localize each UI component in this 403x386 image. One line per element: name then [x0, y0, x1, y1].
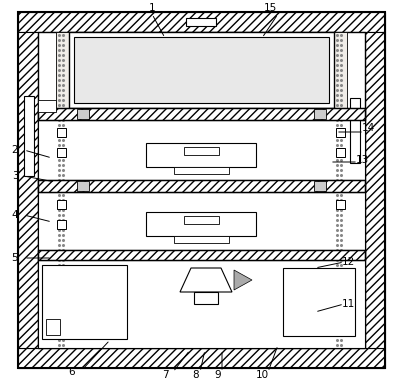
- Bar: [314, 109, 326, 119]
- Bar: [56, 32, 69, 348]
- Bar: [38, 180, 365, 192]
- Text: 9: 9: [215, 370, 221, 380]
- Bar: [314, 181, 326, 191]
- Bar: [174, 236, 229, 243]
- Text: 5: 5: [12, 253, 18, 263]
- Bar: [77, 109, 89, 119]
- Text: 7: 7: [162, 370, 168, 380]
- Bar: [18, 32, 38, 348]
- Bar: [38, 100, 56, 112]
- Bar: [42, 265, 127, 339]
- Bar: [350, 98, 360, 163]
- Bar: [336, 200, 345, 209]
- Bar: [18, 12, 385, 32]
- Polygon shape: [234, 270, 252, 290]
- Bar: [174, 167, 229, 174]
- Text: 8: 8: [193, 370, 199, 380]
- Text: 11: 11: [341, 299, 355, 309]
- Bar: [38, 108, 365, 120]
- Bar: [77, 181, 89, 191]
- Polygon shape: [180, 268, 232, 292]
- Text: 10: 10: [256, 370, 268, 380]
- Bar: [74, 37, 329, 103]
- Bar: [57, 220, 66, 229]
- Bar: [24, 96, 34, 176]
- Text: 12: 12: [341, 257, 355, 267]
- Bar: [57, 128, 66, 137]
- Text: 6: 6: [69, 367, 75, 377]
- Bar: [38, 180, 365, 192]
- Bar: [184, 216, 219, 224]
- Bar: [146, 212, 256, 236]
- Bar: [57, 148, 66, 157]
- Text: 3: 3: [12, 171, 18, 181]
- Bar: [336, 148, 345, 157]
- Bar: [38, 108, 365, 120]
- Bar: [334, 32, 347, 348]
- Bar: [38, 250, 365, 260]
- Bar: [38, 192, 365, 250]
- Text: 1: 1: [149, 3, 155, 13]
- Text: 4: 4: [12, 210, 18, 220]
- Bar: [186, 18, 216, 26]
- Bar: [146, 143, 256, 167]
- Bar: [283, 268, 355, 336]
- Bar: [69, 32, 334, 108]
- Bar: [57, 200, 66, 209]
- Bar: [194, 292, 218, 304]
- Text: 2: 2: [12, 145, 18, 155]
- Bar: [38, 260, 365, 348]
- Bar: [336, 128, 345, 137]
- Bar: [184, 147, 219, 155]
- Bar: [38, 120, 365, 180]
- Bar: [46, 319, 60, 335]
- Bar: [365, 32, 385, 348]
- Text: 13: 13: [355, 155, 369, 165]
- Text: 14: 14: [361, 123, 375, 133]
- Text: 15: 15: [264, 3, 276, 13]
- Bar: [38, 250, 365, 260]
- Bar: [18, 348, 385, 368]
- Bar: [38, 32, 365, 348]
